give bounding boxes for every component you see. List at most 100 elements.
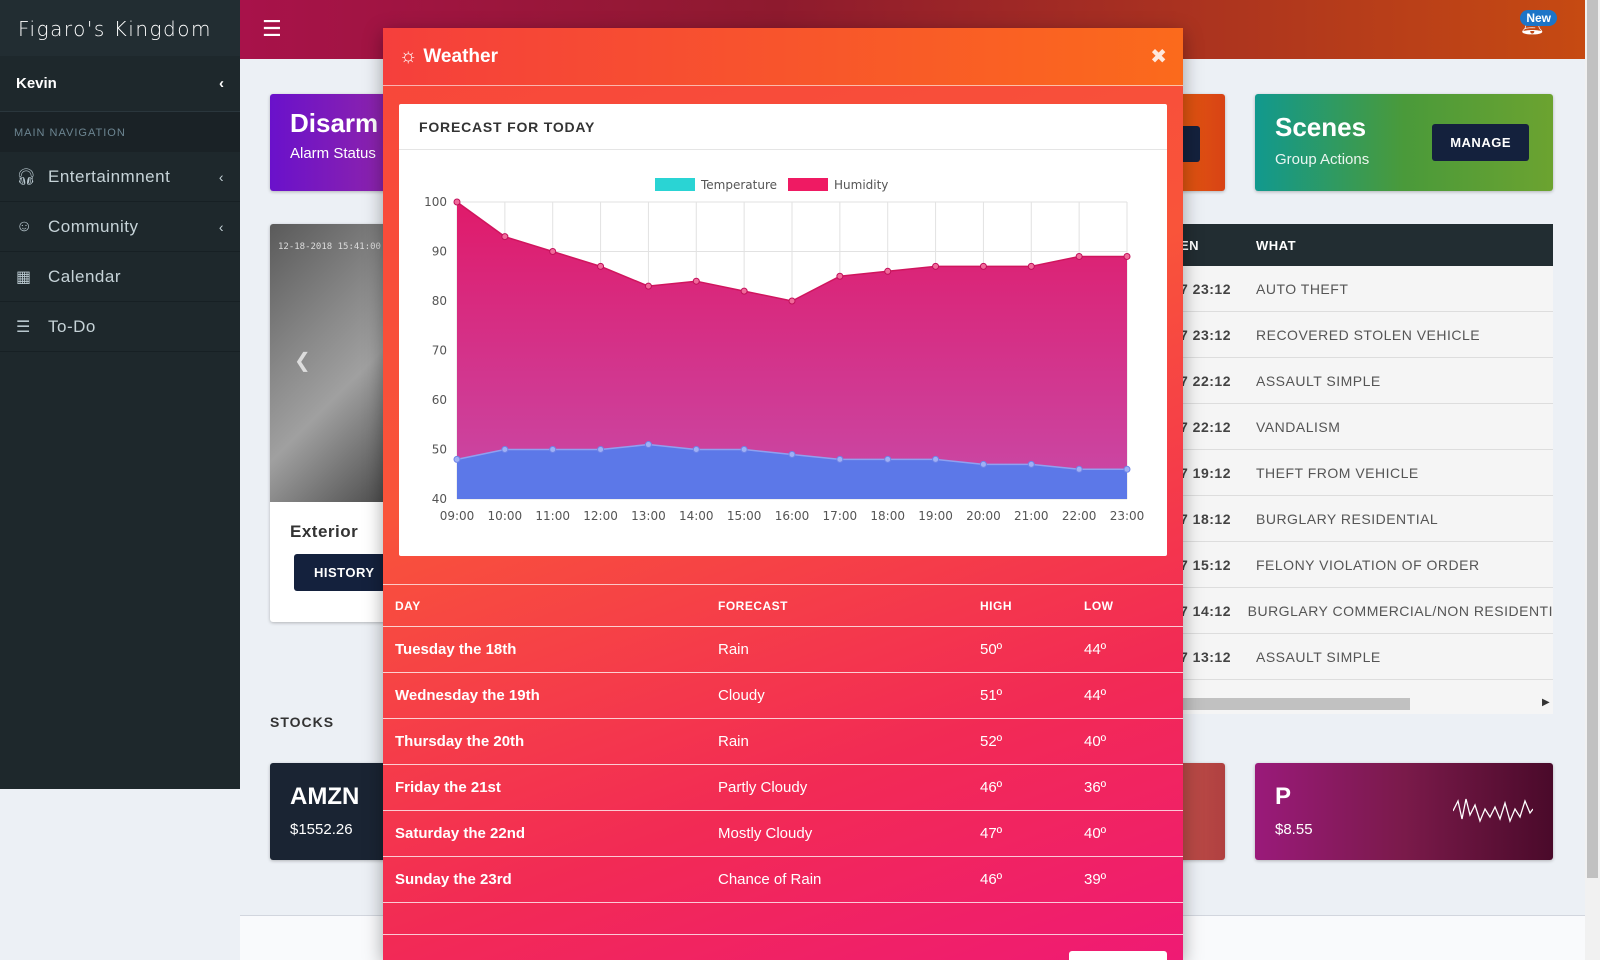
forecast-condition: Cloudy bbox=[718, 687, 765, 704]
forecast-day: Sunday the 23rd bbox=[395, 871, 512, 888]
forecast-day: Thursday the 20th bbox=[395, 733, 525, 750]
camera-image[interactable]: 12-18-2018 15:41:00 ❮ bbox=[270, 224, 390, 502]
crime-when: 7 15:12 bbox=[1180, 556, 1231, 573]
weather-modal: ☼ Weather ✖ FORECAST FOR TODAY 40 50 60 70 8… bbox=[383, 28, 1183, 960]
forecast-low: 40º bbox=[1084, 733, 1107, 750]
table-row: 7 18:12 BURGLARY RESIDENTIAL bbox=[1180, 496, 1553, 542]
chart-title: FORECAST FOR TODAY bbox=[399, 104, 1167, 150]
sidebar: Figaro's Kingdom Kevin ‹ MAIN NAVIGATION… bbox=[0, 0, 240, 789]
data-point-temperature bbox=[788, 450, 796, 458]
data-point-humidity bbox=[788, 297, 796, 305]
data-point-humidity bbox=[932, 262, 940, 270]
x-tick-label: 16:00 bbox=[775, 509, 810, 523]
sidebar-item-todo[interactable]: ☰ To-Do bbox=[0, 302, 240, 352]
chevron-left-icon: ‹ bbox=[218, 218, 224, 235]
data-point-temperature bbox=[692, 446, 700, 453]
x-tick-label: 20:00 bbox=[966, 509, 1001, 523]
series-area-temperature bbox=[457, 444, 1127, 499]
history-button[interactable]: HISTORY bbox=[294, 554, 390, 591]
modal-footer-button[interactable] bbox=[1069, 951, 1167, 960]
table-row: Saturday the 22nd Mostly Cloudy 47º 40º bbox=[383, 811, 1183, 857]
x-tick-label: 17:00 bbox=[823, 509, 858, 523]
menu-toggle-icon[interactable]: ☰ bbox=[262, 16, 282, 41]
crime-what: THEFT FROM VEHICLE bbox=[1256, 464, 1419, 481]
alarm-card: Disarm Alarm Status bbox=[270, 94, 390, 191]
stock-card-amzn[interactable]: AMZN $1552.26 bbox=[270, 763, 390, 860]
horizontal-scrollbar[interactable] bbox=[1180, 698, 1410, 710]
table-row: 7 23:12 RECOVERED STOLEN VEHICLE bbox=[1180, 312, 1553, 358]
y-tick-label: 60 bbox=[432, 393, 447, 407]
chevron-left-icon: ‹ bbox=[219, 75, 224, 92]
x-tick-label: 19:00 bbox=[918, 509, 953, 523]
sidebar-item-label: Entertainmnent bbox=[48, 166, 171, 186]
scenes-title: Scenes bbox=[1275, 112, 1367, 142]
headphones-icon: 🎧︎ bbox=[16, 168, 37, 186]
legend-label-humidity: Humidity bbox=[834, 178, 888, 192]
table-row: 7 22:12 ASSAULT SIMPLE bbox=[1180, 358, 1553, 404]
data-point-temperature bbox=[597, 446, 605, 453]
crime-when: 7 13:12 bbox=[1180, 648, 1231, 665]
data-point-humidity bbox=[692, 277, 700, 285]
x-tick-label: 11:00 bbox=[535, 509, 570, 523]
table-row: 7 13:12 ASSAULT SIMPLE bbox=[1180, 634, 1553, 680]
data-point-temperature bbox=[549, 446, 557, 453]
sidebar-item-entertainment[interactable]: 🎧︎ Entertainmnent ‹ bbox=[0, 152, 240, 202]
modal-title: Weather bbox=[423, 45, 498, 67]
crime-when: 7 19:12 bbox=[1180, 464, 1231, 481]
stock-symbol: P bbox=[1275, 783, 1292, 810]
crime-when: 7 18:12 bbox=[1180, 510, 1231, 527]
data-point-temperature bbox=[1075, 465, 1083, 473]
forecast-condition: Mostly Cloudy bbox=[718, 825, 813, 842]
forecast-high: 51º bbox=[980, 687, 1003, 704]
notification-badge: New bbox=[1520, 10, 1557, 26]
forecast-day: Saturday the 22nd bbox=[395, 825, 526, 842]
close-icon[interactable]: ✖ bbox=[1150, 46, 1167, 68]
scroll-right-icon[interactable]: ▶ bbox=[1542, 697, 1550, 708]
user-panel[interactable]: Kevin ‹ bbox=[0, 56, 240, 112]
x-tick-label: 12:00 bbox=[583, 509, 618, 523]
stock-card-p[interactable]: P $8.55 bbox=[1255, 763, 1553, 860]
stock-symbol: AMZN bbox=[290, 783, 360, 810]
data-point-temperature bbox=[884, 455, 892, 463]
x-tick-label: 14:00 bbox=[679, 509, 714, 523]
user-icon: ☺ bbox=[16, 217, 33, 235]
table-row: 7 23:12 AUTO THEFT bbox=[1180, 266, 1553, 312]
vertical-scrollbar[interactable] bbox=[1585, 0, 1600, 960]
scenes-card: Scenes Group Actions MANAGE bbox=[1255, 94, 1553, 191]
crime-table: EN WHAT 7 23:12 AUTO THEFT 7 23:12 RECOVER… bbox=[1180, 224, 1553, 714]
sidebar-item-community[interactable]: ☺ Community ‹ bbox=[0, 202, 240, 252]
y-tick-label: 80 bbox=[432, 294, 447, 308]
manage-button[interactable]: MANAGE bbox=[1432, 124, 1529, 161]
table-row: 7 19:12 THEFT FROM VEHICLE bbox=[1180, 450, 1553, 496]
stocks-section-title: STOCKS bbox=[270, 714, 335, 730]
camera-title: Exterior bbox=[290, 522, 359, 541]
data-point-temperature bbox=[501, 446, 509, 453]
data-point-temperature bbox=[932, 455, 940, 463]
modal-header: ☼ Weather ✖ bbox=[383, 28, 1183, 86]
table-row: 7 22:12 VANDALISM bbox=[1180, 404, 1553, 450]
forecast-condition: Rain bbox=[718, 733, 749, 750]
chevron-left-icon[interactable]: ❮ bbox=[294, 350, 311, 372]
data-point-humidity bbox=[597, 262, 605, 270]
x-tick-label: 10:00 bbox=[488, 509, 523, 523]
data-point-temperature bbox=[1027, 460, 1035, 468]
modal-footer bbox=[383, 934, 1183, 960]
x-tick-label: 18:00 bbox=[870, 509, 905, 523]
forecast-low: 44º bbox=[1084, 687, 1107, 704]
column-header-when: EN bbox=[1180, 237, 1200, 253]
crime-table-header: EN WHAT bbox=[1180, 224, 1553, 266]
data-point-temperature bbox=[453, 455, 461, 463]
column-header-low: LOW bbox=[1084, 598, 1114, 613]
crime-when: 7 23:12 bbox=[1180, 326, 1231, 343]
crime-what: BURGLARY COMMERCIAL/NON RESIDENTI bbox=[1247, 602, 1553, 619]
brand-logo[interactable]: Figaro's Kingdom bbox=[0, 0, 240, 56]
column-header-high: HIGH bbox=[980, 598, 1012, 613]
table-row: Thursday the 20th Rain 52º 40º bbox=[383, 719, 1183, 765]
y-tick-label: 70 bbox=[432, 344, 447, 358]
stock-price: $8.55 bbox=[1275, 821, 1313, 838]
data-point-humidity bbox=[1123, 252, 1131, 260]
forecast-condition: Rain bbox=[718, 641, 749, 658]
scrollbar-thumb[interactable] bbox=[1587, 0, 1598, 878]
forecast-day: Friday the 21st bbox=[395, 779, 501, 796]
sidebar-item-calendar[interactable]: ▦ Calendar bbox=[0, 252, 240, 302]
